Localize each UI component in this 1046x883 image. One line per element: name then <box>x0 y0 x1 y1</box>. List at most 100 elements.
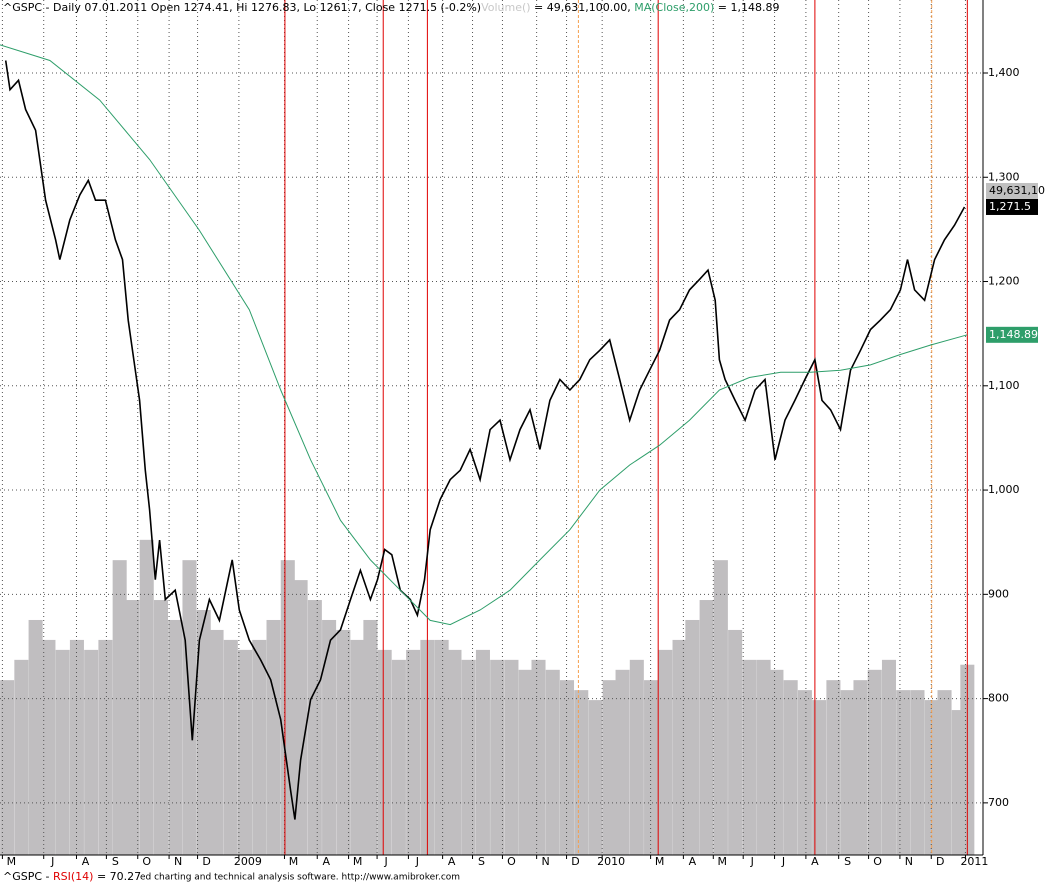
y-tick-label: 800 <box>988 692 1009 705</box>
x-tick-label: A <box>82 855 90 868</box>
x-tick-label: S <box>478 855 485 868</box>
header-part: Volume() <box>481 1 531 14</box>
footer-part: ^GSPC - <box>3 870 53 883</box>
x-tick-label: M <box>353 855 363 868</box>
volume-bar <box>406 649 421 855</box>
y-tick-label: 900 <box>988 587 1009 600</box>
volume-bar <box>797 690 812 855</box>
footer: ^GSPC - RSI(14) = 70.27 <box>3 870 141 883</box>
x-tick-label: D <box>936 855 944 868</box>
volume-bar <box>322 619 337 855</box>
volume-bar <box>223 639 238 855</box>
x-tick-label: J <box>50 855 54 868</box>
volume-bar <box>699 600 714 855</box>
volume-bar <box>853 680 868 855</box>
x-tick-label: J <box>383 855 387 868</box>
last-value-box <box>986 198 1038 215</box>
x-tick-label: S <box>112 855 119 868</box>
last-value-box <box>986 326 1038 343</box>
y-tick-label: 1,000 <box>988 483 1020 496</box>
y-tick-label: 1,100 <box>988 379 1020 392</box>
volume-bar <box>756 659 771 855</box>
last-value-label: 49,631,10 <box>989 184 1045 197</box>
x-tick-label: 2011 <box>960 855 988 868</box>
volume-bar <box>588 700 603 855</box>
x-tick-label: D <box>571 855 579 868</box>
volume-bar <box>461 659 476 855</box>
volume-bar <box>28 619 43 855</box>
price-line <box>4 60 966 820</box>
x-tick-label: J <box>781 855 785 868</box>
volume-bar <box>559 680 575 855</box>
volume-bar <box>840 690 855 855</box>
volume-bar <box>336 629 351 855</box>
header-part: = 49,631,100.00, <box>531 1 635 14</box>
y-tick-label: 1,300 <box>988 170 1020 183</box>
volume-bar <box>293 580 308 855</box>
volume-bar <box>629 659 644 855</box>
volume-bar <box>434 639 449 855</box>
volume-bar <box>475 649 490 855</box>
volume-bar <box>112 560 127 855</box>
volume-bar <box>518 669 533 855</box>
header-part: MA(Close,200) <box>634 1 714 14</box>
volume-bar <box>783 680 798 855</box>
footer-part: = 70.27 <box>93 870 141 883</box>
volume-bar <box>728 629 743 855</box>
volume-bar <box>139 539 154 855</box>
volume-bar <box>307 600 322 855</box>
y-tick-label: 1,200 <box>988 275 1020 288</box>
volume-bar <box>644 680 659 855</box>
chart-title: ^GSPC - Daily 07.01.2011 Open 1274.41, H… <box>3 1 780 14</box>
x-tick-label: N <box>905 855 913 868</box>
volume-bar <box>713 560 728 855</box>
y-tick-label: 700 <box>988 796 1009 809</box>
volume-bar <box>574 690 589 855</box>
volume-bar <box>153 600 169 855</box>
volume-bar <box>377 649 392 855</box>
volume-bar <box>252 639 267 855</box>
volume-bar <box>615 669 630 855</box>
x-tick-label: J <box>415 855 419 868</box>
volume-bar <box>84 649 99 855</box>
volume-bar <box>867 669 882 855</box>
volume-bar <box>125 600 140 855</box>
volume-bar <box>937 690 952 855</box>
footer-part: RSI(14) <box>53 870 93 883</box>
volume-bar <box>41 639 56 855</box>
volume-bar <box>280 560 295 855</box>
y-tick-label: 1,400 <box>988 66 1020 79</box>
volume-bar <box>363 619 378 855</box>
volume-bar <box>196 610 211 855</box>
header-part: = 1,148.89 <box>714 1 779 14</box>
volume-bar <box>896 690 911 855</box>
price-line <box>0 44 968 626</box>
x-tick-label: M <box>655 855 665 868</box>
header-part: ^GSPC - Daily 07.01.2011 Open 1274.41, H… <box>3 1 481 14</box>
footer-credit: ed charting and technical analysis softw… <box>140 873 460 883</box>
x-tick-label: 2010 <box>597 855 625 868</box>
volume-bar <box>826 680 841 855</box>
x-tick-label: O <box>507 855 516 868</box>
x-tick-label: J <box>750 855 754 868</box>
x-tick-label: S <box>844 855 851 868</box>
volume-bar <box>769 669 784 855</box>
volume-bar <box>504 659 519 855</box>
volume-bar <box>742 659 757 855</box>
volume-bar <box>238 649 253 855</box>
volume-bar <box>0 680 15 855</box>
x-tick-label: O <box>142 855 151 868</box>
volume-bar <box>812 700 827 855</box>
volume-bar <box>391 659 406 855</box>
volume-bar <box>98 639 113 855</box>
x-tick-label: A <box>322 855 330 868</box>
volume-bar <box>881 659 896 855</box>
volume-bar <box>658 649 673 855</box>
x-tick-label: M <box>7 855 17 868</box>
x-tick-label: D <box>202 855 210 868</box>
volume-bar <box>266 619 281 855</box>
volume-bar <box>602 680 617 855</box>
x-tick-label: 2009 <box>234 855 262 868</box>
last-value-label: 1,148.89 <box>989 328 1038 341</box>
